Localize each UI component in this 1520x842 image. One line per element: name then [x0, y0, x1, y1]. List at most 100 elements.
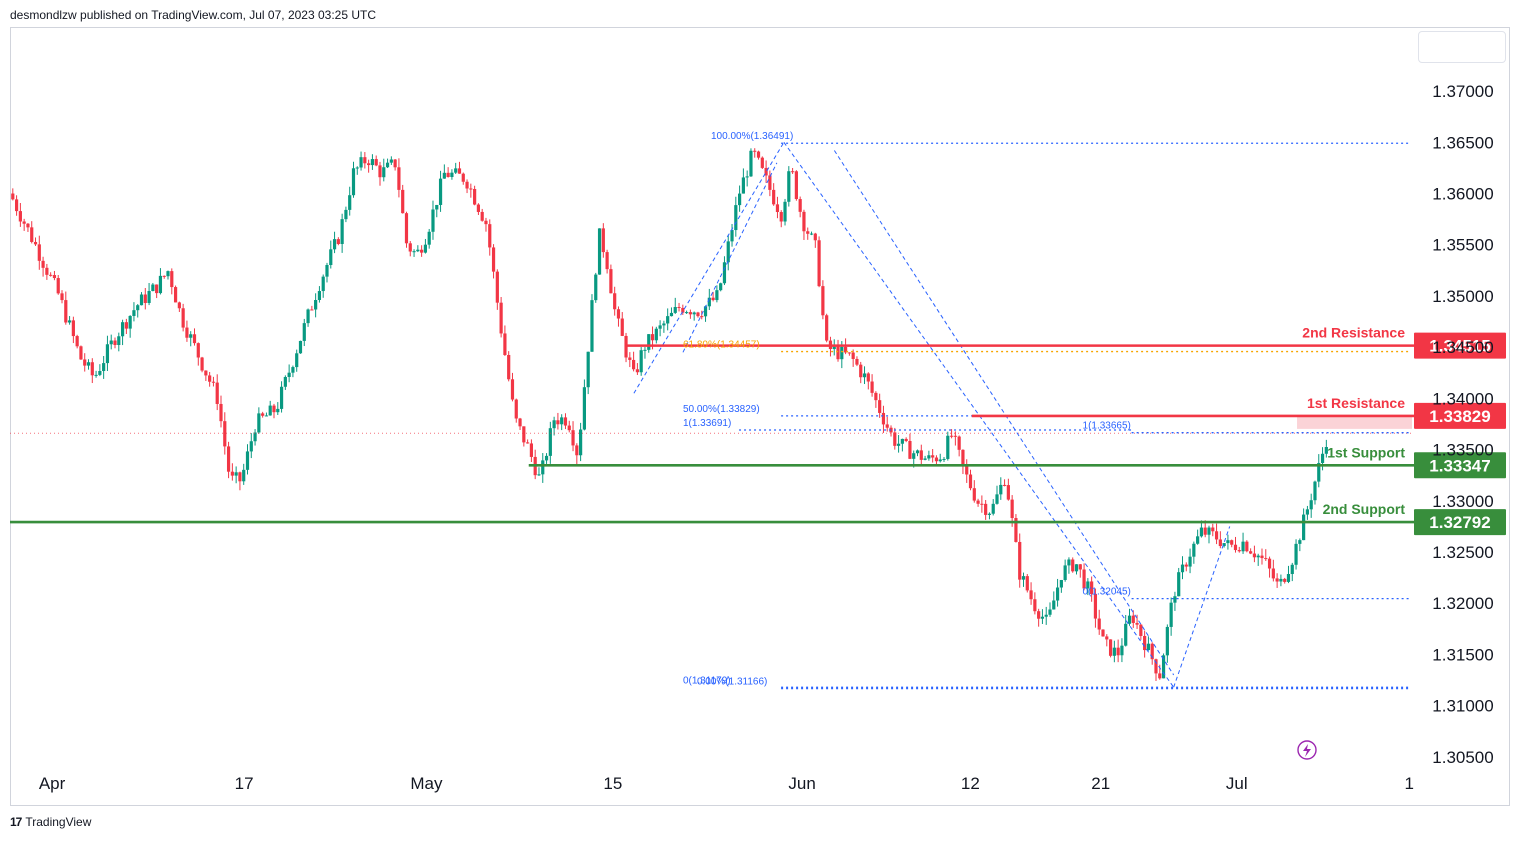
candle-body: [972, 488, 976, 501]
candle-body: [272, 405, 276, 413]
candle-body: [942, 458, 946, 460]
candle-body: [302, 323, 306, 341]
candle-body: [64, 300, 68, 323]
candle-body: [624, 335, 628, 358]
candle-body: [454, 168, 458, 173]
candle-body: [1184, 564, 1188, 567]
candle-body: [1059, 579, 1063, 588]
candle-body: [847, 352, 851, 354]
price-tag[interactable]: [1414, 332, 1506, 359]
candle-body: [851, 352, 855, 359]
candle-body: [261, 413, 265, 416]
candle-body: [722, 262, 727, 284]
candle-body: [1241, 541, 1245, 552]
candle-body: [575, 445, 579, 456]
y-axis-tick-label: 1.37000: [1432, 82, 1493, 101]
chart-frame: [10, 27, 1510, 806]
candle-body: [1214, 531, 1219, 540]
candle-body: [639, 350, 643, 373]
candle-body: [1286, 574, 1291, 582]
candle-body: [703, 306, 708, 317]
candle-body: [495, 271, 499, 303]
candle-body: [544, 455, 549, 461]
price-tag-label: 1.33829: [1429, 407, 1490, 426]
price-tag[interactable]: [1414, 509, 1506, 536]
x-axis-tick-label: Jul: [1226, 774, 1248, 793]
candle-body: [885, 424, 889, 428]
candle-body: [1279, 578, 1283, 582]
candle-body: [1116, 647, 1120, 656]
y-axis-tick-label: 1.35000: [1432, 287, 1493, 306]
price-tag-label: 1.32792: [1429, 513, 1490, 532]
candle-body: [859, 364, 863, 378]
candle-body: [579, 429, 583, 456]
candle-body: [802, 211, 806, 232]
lightning-icon-ring: [1297, 740, 1317, 760]
candle-body: [613, 293, 617, 310]
candle-body: [329, 249, 333, 266]
candle-body: [548, 428, 552, 456]
candle-body: [389, 159, 393, 163]
candle-body: [1275, 578, 1279, 582]
candle-body: [385, 162, 390, 168]
price-tag[interactable]: [1414, 452, 1506, 479]
candle-body: [647, 334, 651, 350]
candle-body: [117, 336, 121, 345]
x-axis-tick-label: 15: [603, 774, 622, 793]
candle-body: [1207, 527, 1211, 535]
candle-body: [223, 421, 227, 447]
y-axis-tick-label: 1.30500: [1432, 748, 1493, 767]
candle-body: [783, 201, 787, 222]
candle-body: [787, 171, 791, 202]
fib-trendline: [833, 150, 1175, 676]
candle-body: [283, 376, 287, 387]
toolbar-box[interactable]: [1418, 31, 1506, 63]
candle-body: [147, 291, 151, 303]
price-tag[interactable]: [1414, 402, 1506, 429]
candle-body: [83, 359, 87, 366]
y-axis-tick-label: 1.32000: [1432, 594, 1493, 613]
candle-body: [60, 293, 64, 301]
candle-body: [605, 252, 609, 270]
candle-body: [1252, 553, 1257, 558]
candle-body: [442, 172, 446, 179]
candle-body: [499, 302, 503, 334]
candle-body: [257, 413, 261, 433]
candle-body: [1298, 540, 1302, 544]
candle-body: [677, 306, 681, 308]
candle-body: [367, 163, 371, 166]
candle-body: [866, 373, 870, 382]
candle-body: [423, 244, 428, 253]
lightning-icon[interactable]: [1297, 740, 1317, 760]
candle-body: [52, 275, 57, 279]
candle-body: [204, 370, 208, 376]
candle-body: [1143, 635, 1147, 651]
candle-body: [1101, 629, 1105, 637]
candle-body: [279, 386, 284, 409]
lightning-icon-bolt: [1303, 744, 1311, 757]
candle-body: [192, 334, 197, 344]
x-axis-tick-label: Apr: [39, 774, 66, 793]
footer-brand[interactable]: 17 TradingView: [10, 815, 91, 829]
candle-body: [30, 227, 34, 242]
candle-body: [881, 412, 886, 425]
candle-body: [934, 457, 939, 462]
price-tag-label: 1.34515: [1429, 337, 1490, 356]
candle-body: [1097, 618, 1101, 630]
candle-body: [230, 471, 234, 476]
key-level-name: 1st Support: [1327, 444, 1405, 460]
candle-body: [143, 294, 147, 303]
candle-body: [567, 425, 571, 431]
candle-body: [715, 290, 719, 301]
candle-body: [450, 172, 454, 178]
candle-body: [49, 274, 53, 276]
candle-body: [476, 204, 481, 212]
candle-body: [139, 294, 144, 306]
candle-body: [915, 450, 920, 454]
candle-body: [798, 199, 802, 212]
candle-body: [317, 291, 322, 301]
candle-body: [840, 346, 844, 360]
y-axis-tick-label: 1.36500: [1432, 133, 1493, 152]
candle-body: [1010, 499, 1014, 519]
